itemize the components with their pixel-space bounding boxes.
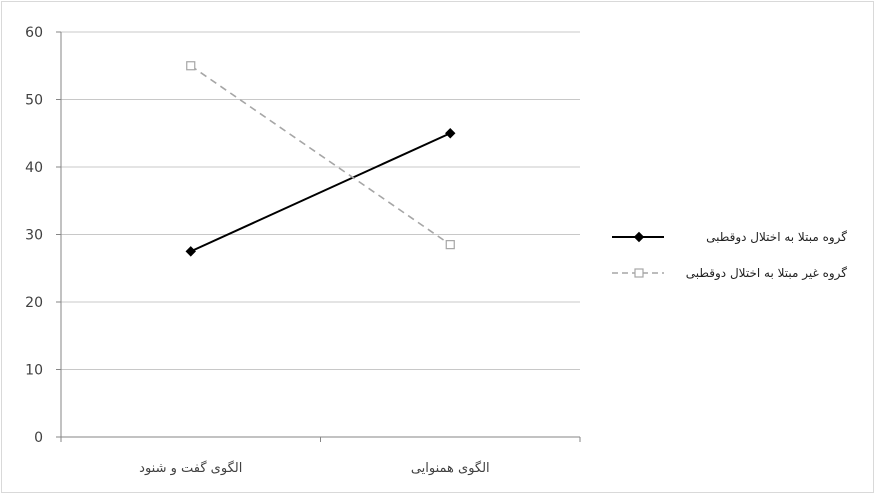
series-1	[185, 128, 456, 257]
y-tick-label: 60	[25, 25, 43, 41]
y-tick-label: 30	[25, 228, 43, 244]
data-point	[445, 128, 456, 139]
data-point	[445, 240, 455, 250]
series-2	[186, 61, 455, 250]
y-tick-label: 10	[25, 363, 43, 379]
legend-marker	[634, 268, 644, 278]
legend-label: گروه غیر مبتلا به اختلال دوقطبی	[686, 266, 847, 281]
y-tick-label: 40	[25, 160, 43, 176]
gridlines	[61, 31, 580, 370]
series-group	[185, 61, 456, 257]
x-axis: الگوی گفت و شنود الگوی همنوایی	[60, 436, 581, 476]
legend-marker	[633, 231, 645, 243]
legend: گروه مبتلا به اختلال دوقطبی گروه غیر مبتل…	[612, 230, 847, 281]
data-point	[186, 61, 196, 71]
series-line	[190, 65, 451, 246]
y-tick-label: 20	[25, 295, 43, 311]
y-axis: 0 10 20 30 40 50 60	[25, 25, 62, 446]
data-point	[185, 246, 196, 257]
y-tick-label: 50	[25, 93, 43, 109]
series-line	[190, 132, 451, 253]
x-category-label: الگوی همنوایی	[411, 460, 490, 476]
x-category-label: الگوی گفت و شنود	[139, 460, 242, 476]
legend-item-2: گروه غیر مبتلا به اختلال دوقطبی	[612, 266, 847, 281]
y-tick-label: 0	[34, 430, 43, 446]
legend-item-1: گروه مبتلا به اختلال دوقطبی	[612, 230, 847, 245]
legend-label: گروه مبتلا به اختلال دوقطبی	[706, 230, 847, 245]
